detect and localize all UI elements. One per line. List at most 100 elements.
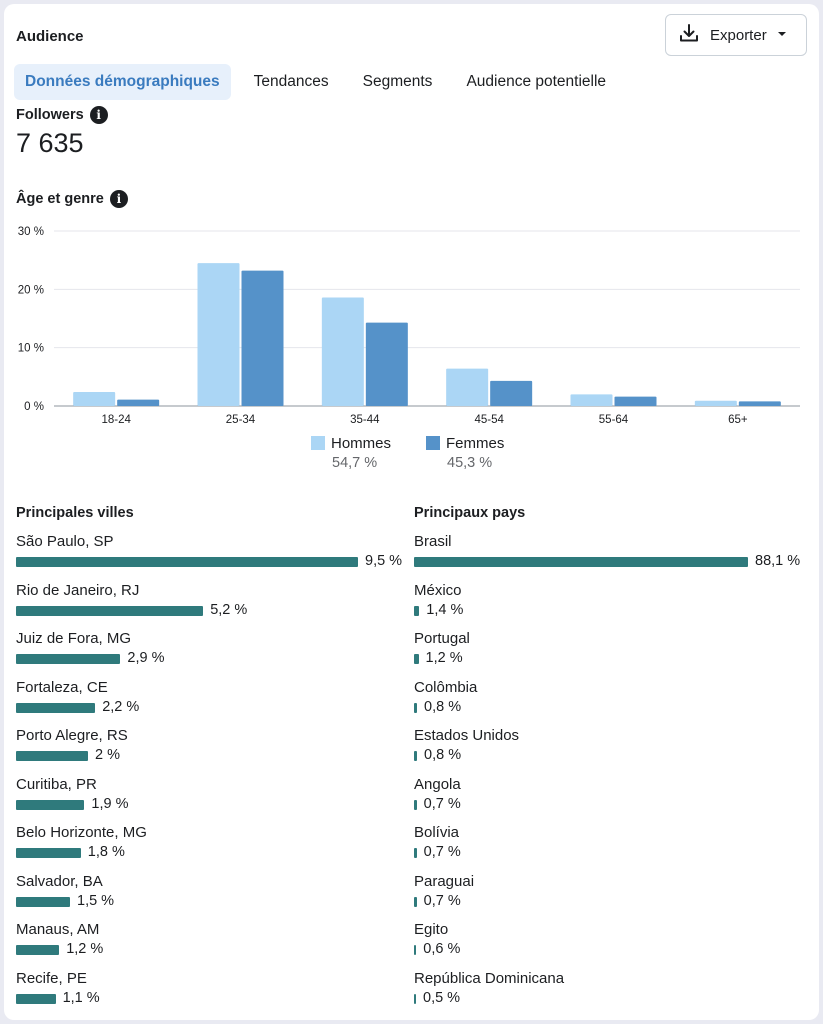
bar-hommes-25-34[interactable] [197, 263, 240, 406]
country-pct: 0,8 % [424, 747, 462, 763]
followers-count: 7 635 [16, 128, 84, 158]
city-bar [16, 993, 56, 1004]
country-name: República Dominicana [414, 969, 565, 987]
country-name: Paraguai [414, 872, 475, 890]
bar-femmes-18-24[interactable] [117, 399, 160, 406]
city-pct: 9,5 % [365, 553, 403, 569]
city-pct: 1,1 % [62, 989, 100, 1006]
cities-heading: Principales villes [16, 505, 134, 521]
country-pct: 0,7 % [423, 892, 461, 909]
country-name: Colômbia [414, 678, 478, 696]
country-bar [414, 993, 416, 1004]
country-pct: 0,5 % [423, 989, 461, 1006]
country-name: Portugal [414, 630, 470, 647]
country-bar [414, 896, 417, 907]
tab-demographics[interactable]: Données démographiques [14, 64, 231, 100]
city-name: São Paulo, SP [16, 533, 114, 550]
x-tick-label: 45-54 [474, 414, 504, 426]
legend-pct-femmes: 45,3 % [447, 455, 493, 471]
bar-hommes-35-44[interactable] [321, 297, 364, 407]
bar-hommes-55-64[interactable] [570, 394, 613, 406]
city-bar [16, 557, 358, 567]
city-name: Fortaleza, CE [16, 678, 108, 696]
city-bar [16, 848, 81, 858]
country-bar [414, 654, 419, 664]
city-name: Salvador, BA [16, 872, 103, 890]
country-bar [414, 557, 748, 567]
bar-femmes-25-34[interactable] [241, 270, 284, 406]
export-button[interactable]: Exporter [665, 14, 807, 56]
bar-hommes-65+[interactable] [694, 400, 737, 406]
info-icon[interactable]: i [109, 190, 128, 208]
country-bar [414, 702, 418, 713]
countries-heading: Principaux pays [414, 505, 526, 521]
bar-hommes-45-54[interactable] [446, 368, 489, 406]
city-name: Juiz de Fora, MG [16, 630, 132, 647]
info-icon[interactable]: i [89, 106, 108, 124]
city-bar [16, 654, 121, 664]
y-tick-label: 0 % [24, 401, 44, 413]
bar-femmes-55-64[interactable] [614, 396, 657, 406]
download-icon [678, 22, 700, 49]
x-tick-label: 65+ [728, 414, 748, 426]
audience-card: Audience Exporter Données démographiques… [4, 4, 819, 1020]
country-pct: 0,7 % [423, 795, 461, 812]
legend-item-femmes: Femmes 45,3 % [426, 435, 504, 471]
country-pct: 88,1 % [755, 553, 801, 569]
city-pct: 5,2 % [210, 601, 248, 618]
city-bar [16, 945, 60, 955]
city-pct: 2,2 % [102, 698, 140, 715]
country-pct: 1,2 % [425, 650, 463, 666]
country-bar [414, 751, 418, 761]
city-bar [16, 751, 88, 761]
city-bar [16, 896, 70, 907]
city-pct: 1,9 % [91, 795, 129, 812]
x-tick-label: 35-44 [350, 414, 380, 426]
x-tick-label: 25-34 [226, 414, 256, 426]
bar-hommes-18-24[interactable] [73, 392, 116, 406]
x-tick-label: 18-24 [101, 414, 131, 426]
country-pct: 0,7 % [423, 844, 461, 860]
bar-femmes-65+[interactable] [738, 401, 781, 406]
city-pct: 2 % [95, 747, 120, 763]
city-name: Manaus, AM [16, 921, 100, 938]
country-name: Egito [414, 921, 449, 938]
tab-trends[interactable]: Tendances [253, 73, 329, 90]
legend-swatch-hommes [311, 436, 325, 450]
city-bar [16, 605, 204, 616]
export-label: Exporter [710, 26, 767, 44]
bar-femmes-35-44[interactable] [365, 322, 408, 406]
city-pct: 1,8 % [87, 844, 125, 860]
followers-label: Followers [16, 107, 84, 123]
tab-segments[interactable]: Segments [362, 73, 433, 90]
city-pct: 1,5 % [77, 892, 115, 909]
city-name: Curitiba, PR [16, 775, 97, 793]
country-bar [414, 605, 420, 616]
country-name: Angola [414, 775, 461, 793]
city-name: Rio de Janeiro, RJ [16, 581, 140, 599]
age-gender-heading: Âge et genre i [16, 190, 128, 208]
legend-label-femmes: Femmes [446, 435, 505, 452]
country-name: México [414, 581, 462, 599]
legend-label-hommes: Hommes [331, 435, 392, 452]
age-gender-chart: 0 % 10 % 20 % 30 % 18-24 25-34 35-44 45-54 55-64… [18, 226, 800, 426]
y-tick-label: 20 % [18, 284, 44, 296]
city-name: Recife, PE [16, 969, 87, 987]
legend-pct-hommes: 54,7 % [332, 455, 378, 471]
city-pct: 2,9 % [127, 650, 165, 666]
country-bar [414, 799, 417, 810]
y-tick-label: 10 % [18, 343, 44, 355]
country-bar [414, 848, 417, 858]
bar-femmes-45-54[interactable] [490, 380, 533, 406]
legend-swatch-femmes [426, 436, 440, 450]
city-bar [16, 702, 96, 713]
city-pct: 1,2 % [66, 941, 104, 957]
followers-heading: Followers i [16, 106, 108, 124]
country-pct: 0,6 % [423, 941, 461, 957]
tab-bar: Données démographiques Tendances Segment… [14, 64, 629, 100]
country-bar [414, 945, 417, 955]
tab-potential-audience[interactable]: Audience potentielle [466, 73, 607, 90]
caret-down-icon [777, 26, 787, 44]
country-name: Estados Unidos [414, 727, 520, 744]
city-name: Belo Horizonte, MG [16, 824, 147, 841]
